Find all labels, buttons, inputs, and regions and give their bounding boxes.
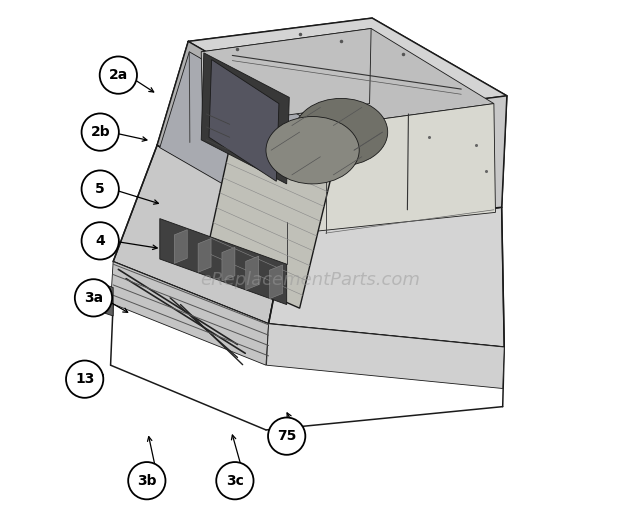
Polygon shape (105, 285, 113, 316)
Polygon shape (209, 60, 279, 181)
Ellipse shape (294, 98, 388, 166)
Text: 2a: 2a (108, 68, 128, 82)
Polygon shape (204, 135, 330, 308)
Ellipse shape (266, 117, 359, 184)
Circle shape (75, 279, 112, 316)
Polygon shape (268, 207, 504, 347)
Text: 3b: 3b (137, 473, 157, 488)
Text: 2b: 2b (91, 125, 110, 139)
Polygon shape (288, 104, 495, 234)
Polygon shape (110, 262, 268, 365)
Circle shape (82, 113, 119, 151)
Polygon shape (198, 238, 211, 272)
Text: 3a: 3a (84, 291, 103, 305)
Polygon shape (246, 256, 259, 290)
Text: 75: 75 (277, 429, 296, 443)
Polygon shape (188, 18, 507, 119)
Polygon shape (113, 145, 290, 324)
Polygon shape (286, 96, 507, 228)
Text: 3c: 3c (226, 473, 244, 488)
Polygon shape (202, 28, 494, 127)
Text: 4: 4 (95, 234, 105, 248)
Polygon shape (160, 52, 318, 222)
Circle shape (216, 462, 254, 499)
Circle shape (82, 170, 119, 208)
Circle shape (100, 56, 137, 94)
Polygon shape (270, 265, 283, 299)
Polygon shape (174, 230, 187, 264)
Polygon shape (202, 53, 290, 184)
Circle shape (268, 418, 305, 455)
Text: eReplacementParts.com: eReplacementParts.com (200, 271, 420, 289)
Polygon shape (267, 324, 504, 388)
Polygon shape (160, 219, 286, 305)
Circle shape (128, 462, 166, 499)
Polygon shape (202, 28, 371, 127)
Circle shape (82, 222, 119, 260)
Text: 13: 13 (75, 372, 94, 386)
Text: 5: 5 (95, 182, 105, 196)
Circle shape (66, 361, 104, 398)
Polygon shape (157, 41, 323, 220)
Polygon shape (222, 248, 235, 281)
